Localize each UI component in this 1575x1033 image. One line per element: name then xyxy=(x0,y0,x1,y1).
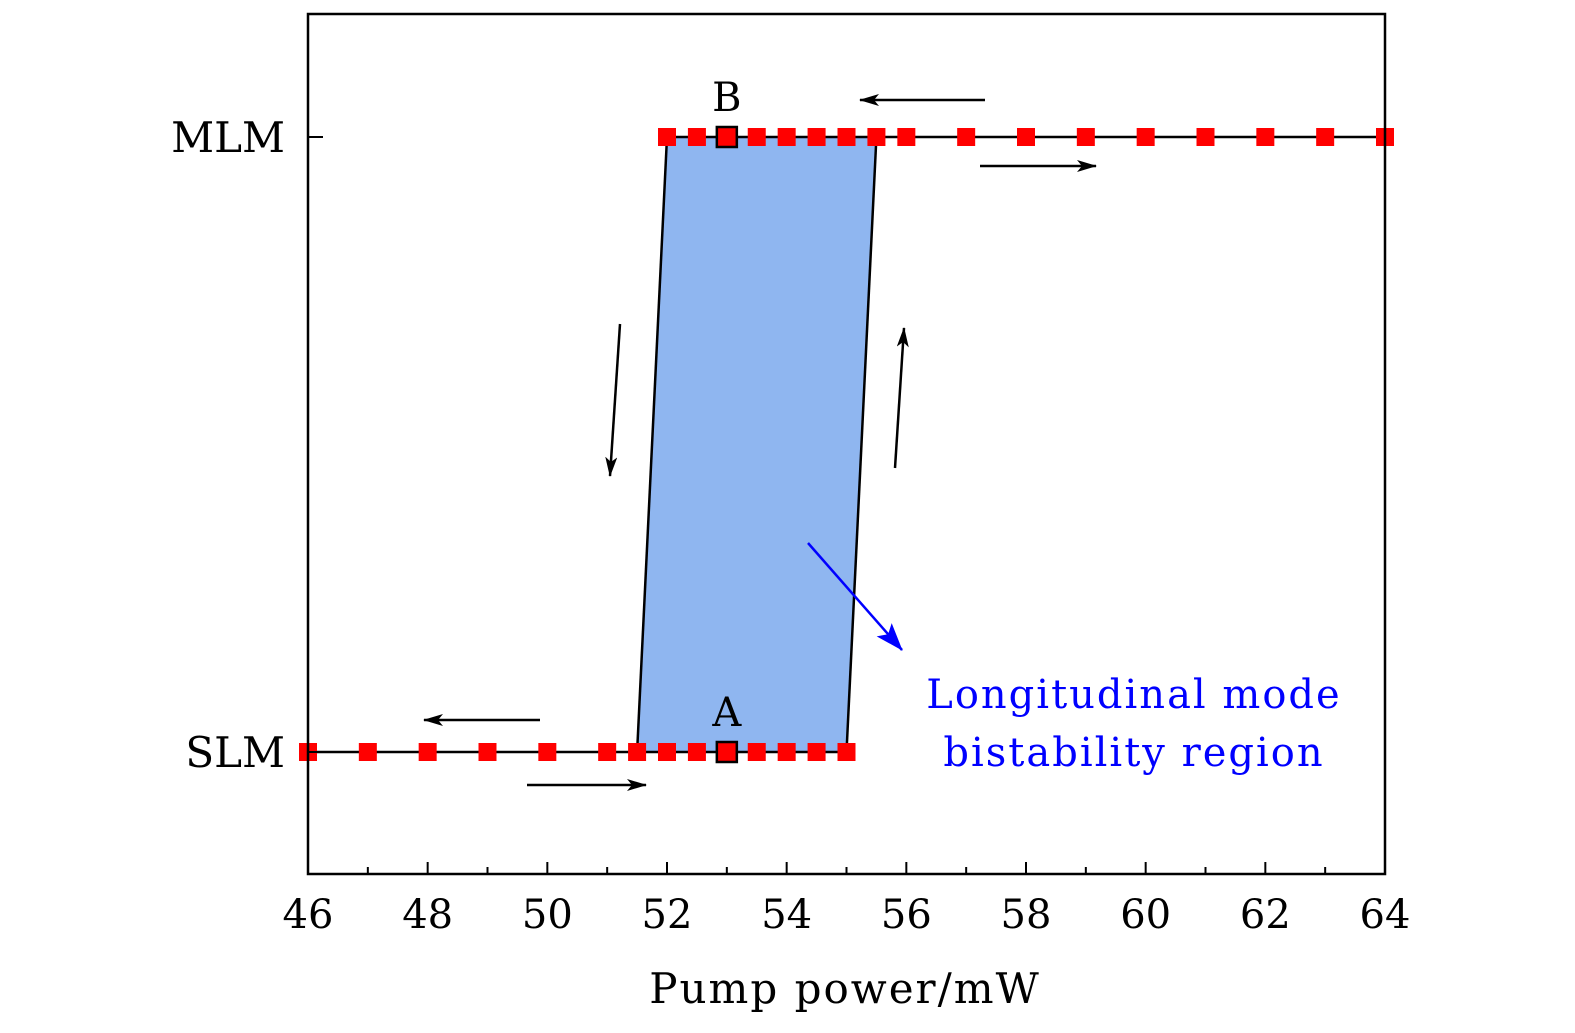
mlm-marker xyxy=(1256,128,1275,146)
annotation-line-1: Longitudinal mode xyxy=(926,672,1341,718)
region-right-edge xyxy=(845,136,878,753)
mlm-marker xyxy=(777,128,796,146)
y-category-slm: SLM xyxy=(185,728,285,777)
x-tick-label: 54 xyxy=(761,892,812,938)
x-tick-label: 64 xyxy=(1360,892,1411,938)
mlm-marker xyxy=(1196,128,1215,146)
slm-marker xyxy=(538,743,557,761)
point-b-marker xyxy=(715,125,739,149)
mlm-marker xyxy=(897,128,916,146)
slm-marker xyxy=(418,743,437,761)
x-tick-label: 46 xyxy=(283,892,334,938)
x-tick-label: 48 xyxy=(402,892,453,938)
bistability-region xyxy=(637,137,877,752)
point-labels: AB xyxy=(711,75,742,764)
mlm-marker xyxy=(957,128,976,146)
slm-marker xyxy=(478,743,497,761)
mlm-marker xyxy=(1017,128,1035,146)
region-left-edge xyxy=(635,136,669,753)
mlm-marker xyxy=(1316,128,1335,146)
mlm-marker xyxy=(658,128,676,146)
slm-marker xyxy=(777,743,796,761)
arrow-down-transition xyxy=(605,323,622,477)
arrow-up-transition xyxy=(893,327,909,469)
x-tick-label: 50 xyxy=(522,892,573,938)
slm-marker xyxy=(807,743,826,761)
mlm-marker xyxy=(867,128,886,146)
x-tick-label: 62 xyxy=(1240,892,1291,938)
mlm-marker xyxy=(1136,128,1155,146)
slm-marker xyxy=(628,743,647,761)
annotation-arrow xyxy=(807,542,903,651)
x-tick-label: 60 xyxy=(1120,892,1171,938)
y-category-mlm: MLM xyxy=(171,113,285,162)
slm-marker xyxy=(687,743,706,761)
annotation: Longitudinal mode bistability region xyxy=(926,672,1341,776)
slm-marker xyxy=(747,743,766,761)
mlm-marker xyxy=(837,128,856,146)
bistability-region-layer xyxy=(637,137,877,752)
x-tick-label: 58 xyxy=(1001,892,1052,938)
y-axis-categories: SLM MLM xyxy=(171,113,323,777)
slm-marker xyxy=(658,743,676,761)
x-tick-label: 52 xyxy=(642,892,693,938)
mlm-marker xyxy=(807,128,826,146)
x-axis-title: Pump power/mW xyxy=(649,964,1041,1013)
x-tick-label: 56 xyxy=(881,892,932,938)
point-a-marker xyxy=(715,740,739,764)
mlm-marker xyxy=(687,128,706,146)
point-a-label: A xyxy=(711,690,742,736)
mlm-marker xyxy=(747,128,766,146)
slm-marker xyxy=(837,743,856,761)
x-axis-ticks: 46 48 50 52 54 56 58 60 62 64 xyxy=(283,862,1411,938)
point-b-label: B xyxy=(712,75,741,121)
slm-marker xyxy=(358,743,377,761)
mlm-marker xyxy=(1076,128,1095,146)
direction-arrows-layer xyxy=(423,94,1097,791)
slm-marker xyxy=(598,743,617,761)
annotation-line-2: bistability region xyxy=(943,730,1324,776)
